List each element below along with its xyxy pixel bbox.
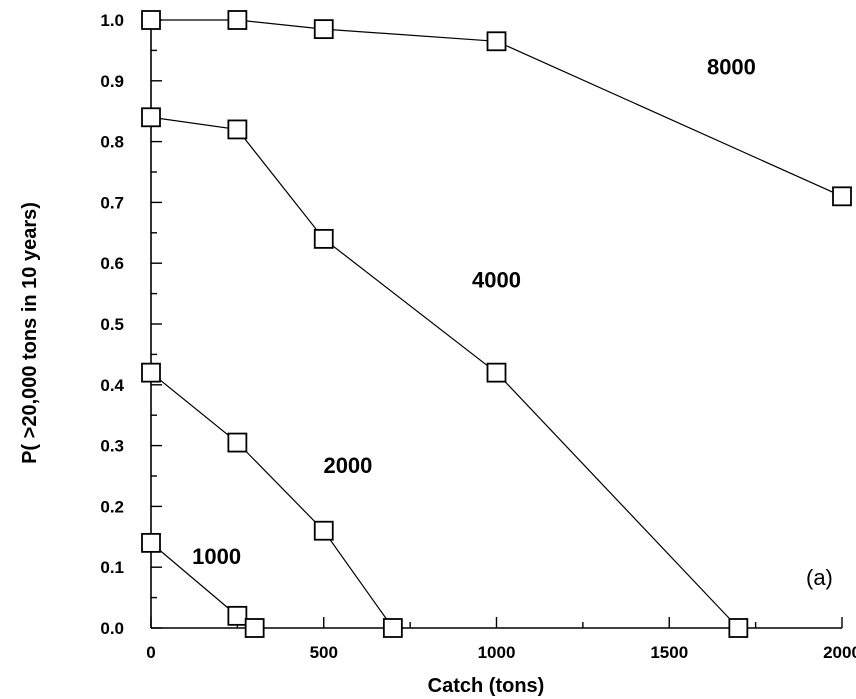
data-point-4000 [313,228,334,249]
data-point-2000 [227,432,248,453]
data-point-8000 [141,10,161,30]
data-point-4000 [486,362,507,383]
x-tick-label: 500 [310,643,338,662]
data-point-4000 [227,119,248,140]
data-point-1000 [141,532,161,553]
y-tick-label: 0.6 [100,254,124,273]
y-tick-label: 0.4 [100,376,124,395]
y-tick-label: 0.1 [100,558,124,577]
axes [150,14,842,629]
y-tick-label: 0.7 [100,193,124,212]
y-tick-label: 0.0 [100,619,124,638]
y-tick-label: 0.2 [100,497,124,516]
series-label-4000: 4000 [472,268,521,293]
data-point-1000 [227,605,248,626]
data-point-2000 [141,362,161,383]
y-tick-label: 1.0 [100,11,124,30]
series-label-2000: 2000 [323,453,372,478]
series-label-8000: 8000 [707,55,756,80]
x-tick-label: 1000 [478,643,516,662]
y-tick-label: 0.9 [100,72,124,91]
y-axis-title: P( >20,000 tons in 10 years) [19,202,41,464]
x-axis-title: Catch (tons) [428,675,545,697]
data-point-4000 [141,107,161,128]
x-tick-label: 1500 [650,643,688,662]
y-tick-label: 0.3 [100,437,124,456]
data-point-4000 [728,618,749,638]
series-line-2000 [150,372,394,629]
data-point-1000 [244,618,265,638]
series-label-1000: 1000 [192,544,241,569]
series-group [141,10,852,638]
data-point-8000 [227,10,248,30]
panel-label: (a) [806,565,833,590]
data-point-2000 [382,618,403,638]
data-point-8000 [313,19,334,40]
data-point-8000 [486,31,507,52]
y-tick-label: 0.5 [100,315,124,334]
x-tick-label: 2000 [823,643,856,662]
ticks: 0.0 0.1 0.2 0.3 0.4 0.5 0.6 0.7 0.8 0.9 1.0 0 500 100… [100,11,856,662]
labels: 8000 4000 2000 1000 [192,55,756,569]
x-tick-label: 0 [146,643,155,662]
data-point-8000 [832,186,852,207]
y-tick-label: 0.8 [100,133,124,152]
data-point-2000 [313,520,334,541]
